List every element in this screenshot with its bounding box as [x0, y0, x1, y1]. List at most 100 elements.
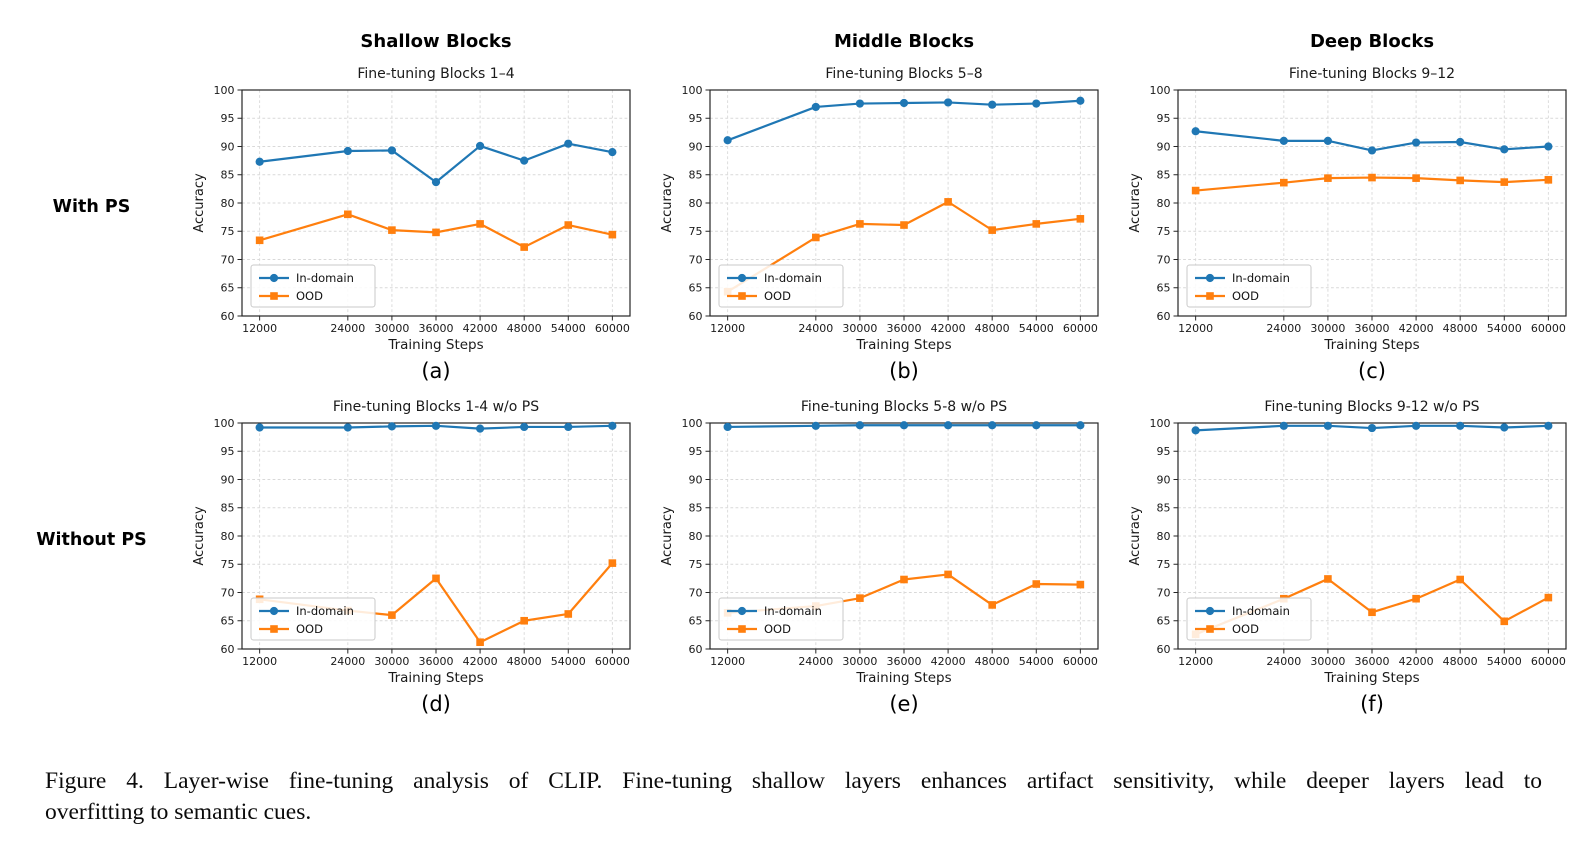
svg-text:90: 90 — [689, 140, 703, 153]
svg-text:65: 65 — [221, 615, 235, 628]
subplot-title: Fine-tuning Blocks 5-8 w/o PS — [800, 399, 1008, 415]
svg-text:In-domain: In-domain — [296, 271, 354, 285]
tick-labels: 60 65 70 75 80 85 90 95 100 12000 24000 30000 36000 4… — [1150, 84, 1566, 335]
chart-panel-a: Fine-tuning Blocks 1–4 60 65 70 75 80 85 90 95 1… — [183, 58, 651, 391]
svg-text:48000: 48000 — [507, 655, 542, 668]
svg-text:60: 60 — [689, 643, 703, 656]
svg-text:85: 85 — [689, 502, 703, 515]
svg-text:60000: 60000 — [1063, 322, 1098, 335]
series-in-domain — [1191, 421, 1553, 435]
svg-text:65: 65 — [1157, 282, 1171, 295]
y-axis-label: Accuracy — [1128, 173, 1143, 233]
svg-text:42000: 42000 — [1399, 655, 1434, 668]
series-in-domain — [255, 421, 617, 433]
svg-text:75: 75 — [1157, 225, 1171, 238]
svg-text:90: 90 — [221, 473, 235, 486]
svg-text:54000: 54000 — [551, 655, 586, 668]
figure-caption: Figure 4. Layer-wise fine-tuning analysi… — [45, 766, 1542, 827]
series-in-domain — [1191, 127, 1553, 155]
svg-text:12000: 12000 — [1178, 322, 1213, 335]
row-label-without-ps: Without PS — [36, 529, 147, 550]
svg-text:95: 95 — [1157, 112, 1171, 125]
x-axis-label: Training Steps — [387, 337, 483, 353]
svg-text:70: 70 — [1157, 253, 1171, 266]
svg-text:95: 95 — [689, 112, 703, 125]
svg-text:65: 65 — [221, 282, 235, 295]
svg-text:In-domain: In-domain — [1232, 271, 1290, 285]
svg-text:60: 60 — [221, 310, 235, 323]
svg-text:54000: 54000 — [551, 322, 586, 335]
svg-text:36000: 36000 — [1355, 322, 1390, 335]
legend: In-domain OOD — [718, 597, 844, 641]
caption-line-1: Figure 4. Layer-wise fine-tuning analysi… — [45, 768, 1542, 794]
svg-text:42000: 42000 — [931, 322, 966, 335]
svg-text:60000: 60000 — [1063, 655, 1098, 668]
svg-text:80: 80 — [221, 197, 235, 210]
svg-text:In-domain: In-domain — [1232, 604, 1290, 618]
x-axis-label: Training Steps — [387, 670, 483, 686]
svg-text:70: 70 — [221, 586, 235, 599]
plot-border — [1177, 89, 1567, 317]
svg-text:80: 80 — [1157, 530, 1171, 543]
svg-text:95: 95 — [689, 445, 703, 458]
svg-text:48000: 48000 — [507, 322, 542, 335]
svg-text:100: 100 — [214, 417, 235, 430]
svg-text:36000: 36000 — [887, 322, 922, 335]
svg-text:90: 90 — [1157, 473, 1171, 486]
svg-text:100: 100 — [682, 84, 703, 97]
svg-text:80: 80 — [689, 197, 703, 210]
svg-text:60000: 60000 — [1531, 655, 1566, 668]
svg-text:12000: 12000 — [710, 322, 745, 335]
svg-text:48000: 48000 — [1443, 322, 1478, 335]
tick-labels: 60 65 70 75 80 85 90 95 100 12000 24000 30000 36000 4… — [214, 417, 630, 668]
line-chart-e: 60 65 70 75 80 85 90 95 100 12000 24000 30000 36000 4… — [660, 417, 1099, 686]
svg-text:30000: 30000 — [374, 655, 409, 668]
x-axis-label: Training Steps — [855, 337, 951, 353]
line-chart-b: 60 65 70 75 80 85 90 95 100 12000 24000 30000 36000 4… — [660, 84, 1099, 353]
svg-text:36000: 36000 — [419, 322, 454, 335]
svg-text:36000: 36000 — [419, 655, 454, 668]
panel-letter: (c) — [1358, 359, 1386, 383]
svg-text:12000: 12000 — [242, 322, 277, 335]
y-axis-label: Accuracy — [660, 506, 675, 566]
svg-text:24000: 24000 — [330, 655, 365, 668]
svg-text:54000: 54000 — [1019, 322, 1054, 335]
svg-text:36000: 36000 — [1355, 655, 1390, 668]
svg-text:85: 85 — [1157, 502, 1171, 515]
series-in-domain — [723, 421, 1085, 432]
svg-text:80: 80 — [221, 530, 235, 543]
svg-text:60000: 60000 — [595, 322, 630, 335]
legend: In-domain OOD — [1186, 597, 1312, 641]
svg-text:100: 100 — [682, 417, 703, 430]
tick-labels: 60 65 70 75 80 85 90 95 100 12000 24000 30000 36000 4… — [682, 417, 1098, 668]
plot-border — [709, 89, 1099, 317]
y-axis-label: Accuracy — [660, 173, 675, 233]
legend: In-domain OOD — [250, 264, 376, 308]
column-header-shallow-blocks: Shallow Blocks — [360, 31, 512, 52]
svg-text:In-domain: In-domain — [764, 271, 822, 285]
svg-text:100: 100 — [214, 84, 235, 97]
svg-text:42000: 42000 — [931, 655, 966, 668]
svg-text:65: 65 — [1157, 615, 1171, 628]
plot-border — [1177, 422, 1567, 650]
svg-text:75: 75 — [689, 225, 703, 238]
svg-text:60000: 60000 — [595, 655, 630, 668]
svg-text:12000: 12000 — [710, 655, 745, 668]
svg-text:24000: 24000 — [1266, 322, 1301, 335]
svg-text:90: 90 — [689, 473, 703, 486]
legend: In-domain OOD — [1186, 264, 1312, 308]
tick-labels: 60 65 70 75 80 85 90 95 100 12000 24000 30000 36000 4… — [682, 84, 1098, 335]
svg-text:OOD: OOD — [764, 289, 791, 303]
axis-ticks — [705, 89, 1081, 321]
series-ood — [1191, 173, 1553, 195]
svg-text:54000: 54000 — [1019, 655, 1054, 668]
svg-text:30000: 30000 — [842, 322, 877, 335]
svg-text:65: 65 — [689, 282, 703, 295]
column-header-deep-blocks: Deep Blocks — [1309, 31, 1435, 52]
svg-text:100: 100 — [1150, 84, 1171, 97]
svg-text:60: 60 — [1157, 310, 1171, 323]
svg-text:24000: 24000 — [798, 322, 833, 335]
row-label-with-ps: With PS — [52, 196, 131, 217]
svg-text:90: 90 — [1157, 140, 1171, 153]
